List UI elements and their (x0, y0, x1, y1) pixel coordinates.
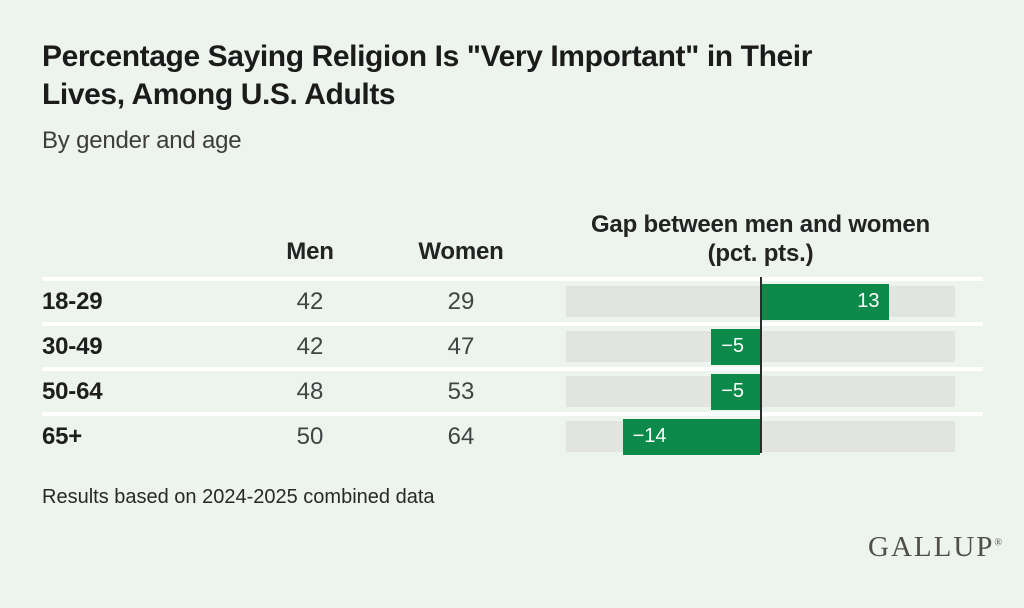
gallup-logo: GALLUP® (868, 531, 1002, 564)
table-row: 65+ 50 64 −14 (42, 412, 983, 457)
row-age-label: 65+ (42, 422, 83, 450)
gap-bar: 13 (760, 283, 889, 320)
header-gap-line1: Gap between men and women (590, 211, 931, 238)
chart-title-line1: Percentage Saying Religion Is "Very Impo… (42, 40, 812, 73)
row-men-value: 50 (296, 422, 324, 450)
gallup-wordmark: GALLUP (868, 531, 995, 563)
chart-title-line2: Lives, Among U.S. Adults (42, 78, 396, 111)
row-women-value: 29 (447, 287, 475, 315)
row-women-value: 47 (447, 332, 475, 360)
gap-bar: −14 (622, 418, 761, 455)
gap-bar-value: −14 (632, 425, 667, 447)
gap-bar-value: −5 (721, 380, 745, 402)
gap-chart-cell: 13 (534, 281, 983, 322)
row-age-label: 18-29 (42, 287, 103, 315)
row-men-value: 42 (296, 332, 324, 360)
gap-bar-value: −5 (721, 335, 745, 357)
header-age (42, 266, 232, 277)
table-row: 50-64 48 53 −5 (42, 367, 983, 412)
chart-subtitle: By gender and age (42, 127, 242, 154)
registered-trademark-icon: ® (994, 537, 1002, 549)
table-row: 18-29 42 29 13 (42, 277, 983, 322)
table-row: 30-49 42 47 −5 (42, 322, 983, 367)
row-women-value: 53 (447, 377, 475, 405)
header-gap-line2: (pct. pts.) (707, 240, 814, 267)
chart-title: Percentage Saying Religion Is "Very Impo… (42, 38, 972, 114)
data-table: Men Women Gap between men and women (pct… (42, 205, 983, 457)
row-women-value: 64 (447, 422, 475, 450)
row-men-value: 42 (296, 287, 324, 315)
row-age-label: 30-49 (42, 332, 103, 360)
gap-chart-cell: −5 (534, 326, 983, 367)
gap-chart-cell: −5 (534, 371, 983, 412)
footnote: Results based on 2024-2025 combined data (42, 486, 435, 508)
table-header-row: Men Women Gap between men and women (pct… (42, 205, 983, 277)
zero-axis-line (760, 277, 762, 453)
gap-chart-cell: −14 (534, 416, 983, 457)
header-women: Women (418, 238, 504, 265)
header-men: Men (286, 238, 334, 265)
header-gap: Gap between men and women (pct. pts.) (566, 210, 955, 277)
gap-bar: −5 (711, 373, 761, 410)
row-men-value: 48 (296, 377, 324, 405)
row-age-label: 50-64 (42, 377, 103, 405)
gap-bar: −5 (711, 328, 761, 365)
gap-bar-value: 13 (857, 290, 880, 312)
